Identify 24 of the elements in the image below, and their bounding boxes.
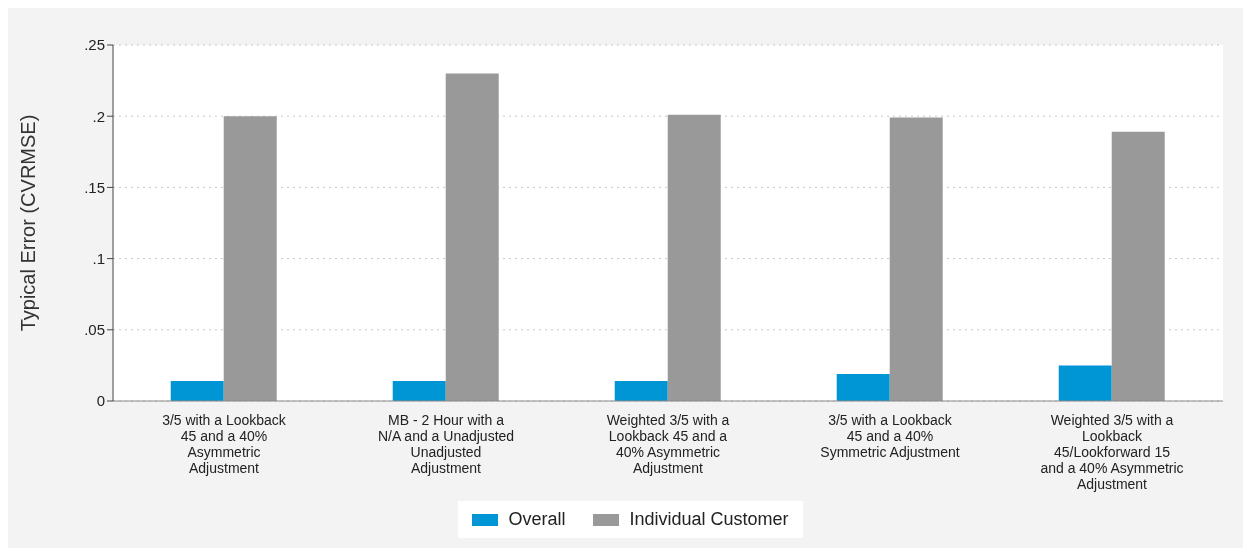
bar [392, 381, 446, 401]
legend-label: Overall [507, 509, 566, 530]
x-tick-label: 3/5 with a Lookback 45 and a 40% Asymmetric Adjustment [162, 412, 287, 476]
bar [889, 117, 943, 401]
bar [445, 73, 499, 401]
y-tick-label: .05 [84, 321, 105, 339]
x-tick-label: Weighted 3/5 with a Lookback 45 and a 40% Asymmetric Adjustment [606, 412, 730, 476]
bar [170, 381, 224, 401]
bar [1111, 131, 1165, 401]
y-tick-label: 0 [96, 392, 105, 410]
bar [1058, 365, 1112, 401]
x-tick-label: Weighted 3/5 with a Lookback 45/Lookforward 15 and a 40% Asymmetric Adjustment [1040, 412, 1184, 492]
y-tick-label: .25 [84, 36, 105, 54]
legend-label: Individual Customer [628, 509, 789, 530]
y-tick-label: .2 [92, 107, 105, 125]
y-tick-label: .15 [84, 178, 105, 196]
bar [836, 373, 890, 401]
x-tick-label: MB - 2 Hour with a N/A and a Unadjusted Unadjusted Adjustment [377, 412, 515, 476]
bar [667, 114, 721, 401]
x-tick-label: 3/5 with a Lookback 45 and a 40% Symmetric Adjustment [820, 412, 960, 460]
y-tick-label: .1 [92, 249, 105, 267]
bar [223, 116, 277, 401]
bar [614, 381, 668, 401]
y-axis-title: Typical Error (CVRMSE) [17, 114, 40, 332]
